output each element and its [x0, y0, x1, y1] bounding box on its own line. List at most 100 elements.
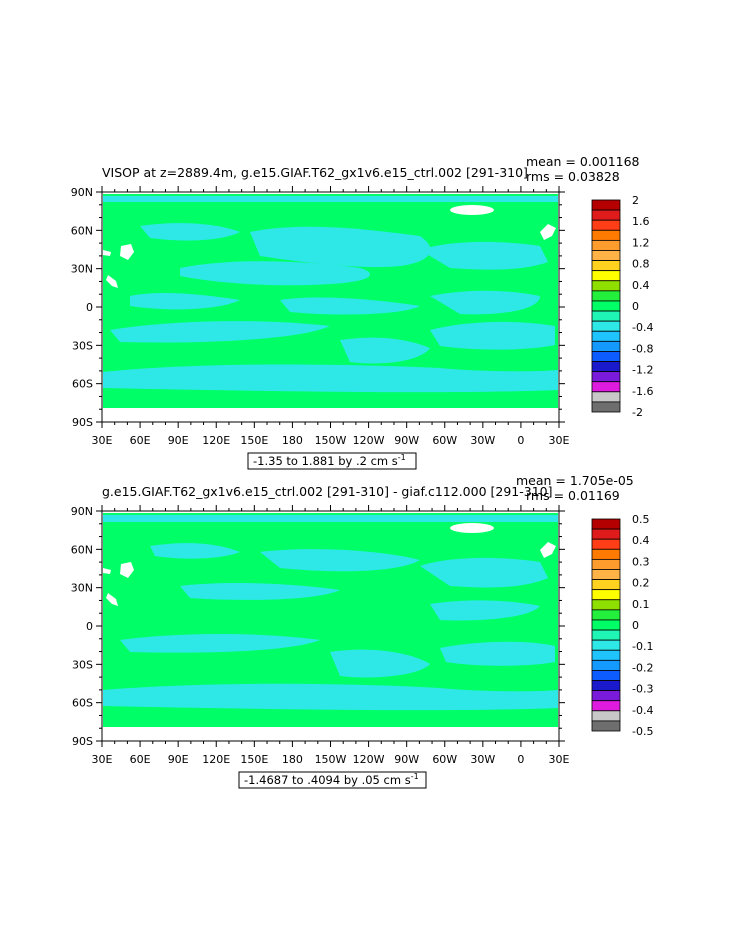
y-tick-label: 90S [72, 735, 93, 748]
colorbar-swatch [591, 700, 621, 712]
colorbar-swatch [591, 280, 621, 292]
colorbar-swatch [591, 381, 621, 393]
y-tick-label: 60S [72, 697, 93, 710]
x-tick-label: 30E [92, 753, 113, 766]
colorbar-swatch [591, 649, 621, 661]
map-field [103, 513, 558, 741]
map-field [103, 194, 558, 422]
colorbar-swatch [591, 589, 621, 601]
colorbar-label: 0.1 [632, 598, 650, 611]
colorbar-swatch [591, 528, 621, 540]
x-tick-label: 150E [240, 434, 268, 447]
axis-ticks [96, 186, 565, 428]
colorbar-swatch [591, 629, 621, 641]
colorbar-swatch [591, 720, 621, 732]
x-tick-label: 30E [92, 434, 113, 447]
x-tick-label: 150W [315, 434, 347, 447]
colorbar-swatch [591, 199, 621, 211]
x-tick-label: 90W [394, 753, 419, 766]
mean-stat: mean = 1.705e-05 [516, 473, 634, 488]
colorbar-label: -2 [632, 406, 643, 419]
y-tick-label: 60N [71, 224, 93, 237]
x-tick-label: 30E [549, 434, 570, 447]
colorbar-label: 0.8 [632, 258, 650, 271]
colorbar-label: -0.5 [632, 725, 653, 738]
colorbar-label: -0.1 [632, 640, 653, 653]
x-tick-label: 0 [517, 753, 524, 766]
axis-ticks [96, 505, 565, 747]
colorbar-label: -0.4 [632, 321, 653, 334]
y-tick-label: 60N [71, 543, 93, 556]
colorbar-swatch [591, 558, 621, 570]
colorbar-swatch [591, 401, 621, 413]
colorbar-label: 0.4 [632, 279, 650, 292]
colorbar-swatch [591, 659, 621, 671]
x-tick-label: 90E [168, 434, 189, 447]
mean-stat: mean = 0.001168 [526, 154, 640, 169]
colorbar-swatch [591, 270, 621, 282]
colorbar-swatch [591, 569, 621, 580]
colorbar-swatch [591, 391, 621, 403]
colorbar-swatch [591, 639, 621, 651]
colorbar-label: 0 [632, 619, 639, 632]
x-tick-label: 90E [168, 753, 189, 766]
colorbar: 2 1.6 1.2 0.8 0.4 0 -0.4 -0.8 -1.2 -1.6 -2 [591, 194, 653, 419]
panel-1: VISOP at z=2889.4m, g.e15.GIAF.T62_gx1v6… [71, 154, 653, 470]
y-tick-label: 0 [86, 301, 93, 314]
land-mask [103, 523, 558, 741]
colorbar-label: -0.2 [632, 661, 653, 674]
x-tick-label: 150W [315, 753, 347, 766]
colorbar-swatch [591, 619, 621, 631]
colorbar-swatch [591, 250, 621, 261]
x-tick-label: 60E [130, 434, 151, 447]
y-tick-label: 30S [72, 339, 93, 352]
colorbar-swatch [591, 609, 621, 621]
colorbar-swatch [591, 538, 621, 550]
colorbar-swatch [591, 670, 621, 681]
colorbar-swatch [591, 690, 621, 702]
x-tick-label: 150E [240, 753, 268, 766]
y-tick-label: 30N [71, 263, 93, 276]
colorbar-label: -0.3 [632, 683, 653, 696]
colorbar-swatch [591, 290, 621, 302]
colorbar-label: 2 [632, 194, 639, 207]
y-tick-label: 90S [72, 416, 93, 429]
colorbar-swatch [591, 239, 621, 251]
y-tick-label: 30S [72, 658, 93, 671]
colorbar-swatch [591, 219, 621, 231]
x-tick-label: 30E [549, 753, 570, 766]
land-mask [103, 205, 558, 422]
colorbar-swatch [591, 579, 621, 591]
colorbar-swatch [591, 599, 621, 611]
x-tick-label: 120E [202, 434, 230, 447]
range-label: -1.35 to 1.881 by .2 cm s-1 [253, 453, 406, 468]
colorbar-label: 1.6 [632, 215, 650, 228]
x-tick-label: 60W [432, 434, 457, 447]
x-tick-label: 120E [202, 753, 230, 766]
colorbar-swatch [591, 260, 621, 272]
colorbar-label: -1.6 [632, 385, 653, 398]
x-tick-label: 60E [130, 753, 151, 766]
x-tick-label: 180 [282, 434, 303, 447]
colorbar-label: 1.2 [632, 236, 650, 249]
range-label-box: -1.35 to 1.881 by .2 cm s-1 [247, 452, 417, 470]
colorbar-label: -1.2 [632, 364, 653, 377]
x-tick-label: 30W [470, 753, 495, 766]
colorbar-label: 0.3 [632, 555, 650, 568]
x-tick-label: 120W [353, 434, 385, 447]
colorbar-label: 0 [632, 300, 639, 313]
x-tick-label: 30W [470, 434, 495, 447]
x-axis-labels: 30E 60E 90E 120E 150E 180 150W 120W 90W 60W 30W 0 30… [92, 753, 570, 766]
x-tick-label: 60W [432, 753, 457, 766]
y-axis-labels: 90N 60N 30N 0 30S 60S 90S [71, 186, 93, 429]
x-axis-labels: 30E 60E 90E 120E 150E 180 150W 120W 90W 60W 30W 0 30… [92, 434, 570, 447]
range-label-box: -1.4687 to .4094 by .05 cm s-1 [238, 771, 427, 789]
y-tick-label: 30N [71, 582, 93, 595]
colorbar-label: -0.8 [632, 342, 653, 355]
negative-anomaly-patches [103, 196, 558, 393]
colorbar-label: 0.2 [632, 577, 650, 590]
x-tick-label: 0 [517, 434, 524, 447]
colorbar: 0.5 0.4 0.3 0.2 0.1 0 -0.1 -0.2 -0.3 -0.4 -0.5 [591, 513, 653, 738]
colorbar-swatch [591, 518, 621, 530]
